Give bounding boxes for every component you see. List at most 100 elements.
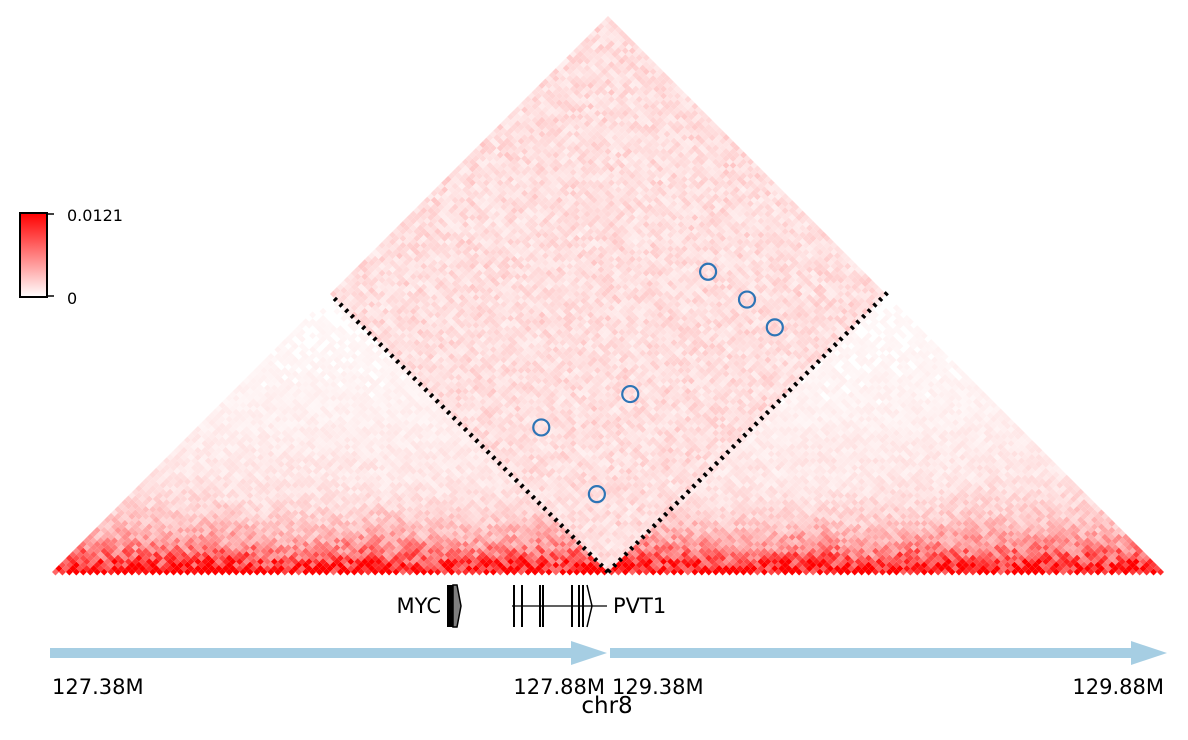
heatmap-cell: [482, 151, 490, 159]
heatmap-cell: [177, 450, 185, 458]
heatmap-cell: [263, 391, 271, 399]
heatmap-cell: [104, 523, 112, 531]
heatmap-cell: [465, 210, 473, 218]
heatmap-cell: [177, 464, 185, 472]
heatmap-cell: [475, 186, 483, 194]
heatmap-cell: [197, 422, 205, 430]
heatmap-cell: [138, 516, 146, 524]
heatmap-cell: [124, 502, 132, 510]
heatmap-cell: [434, 186, 442, 194]
heatmap-cell: [409, 224, 417, 232]
heatmap-cell: [451, 196, 459, 204]
heatmap-cell: [184, 464, 191, 472]
heatmap-cell: [197, 443, 205, 451]
heatmap-cell: [100, 519, 108, 527]
heatmap-cell: [413, 234, 421, 242]
heatmap-cell: [281, 360, 289, 367]
heatmap-cell: [257, 412, 264, 420]
heatmap-cell: [343, 332, 351, 340]
heatmap-cell: [194, 460, 202, 468]
heatmap-cell: [528, 141, 536, 149]
heatmap-cell: [594, 26, 602, 34]
heatmap-cell: [441, 193, 449, 201]
heatmap-cell: [191, 429, 198, 437]
heatmap-cell: [614, 47, 622, 55]
heatmap-cell: [243, 433, 251, 440]
heatmap-cell: [580, 54, 588, 62]
heatmap-cell: [423, 259, 431, 267]
heatmap-cell: [319, 321, 327, 329]
heatmap-cell: [270, 370, 278, 378]
heatmap-cell: [583, 99, 591, 107]
heatmap-cell: [392, 248, 400, 256]
heatmap-cell: [298, 335, 306, 343]
heatmap-cell: [316, 339, 324, 347]
heatmap-cell: [507, 113, 515, 121]
heatmap-cell: [284, 384, 292, 392]
heatmap-cell: [163, 478, 171, 486]
heatmap-cell: [250, 419, 258, 427]
heatmap-cell: [614, 54, 622, 62]
heatmap-cell: [479, 155, 487, 162]
heatmap-cell: [340, 280, 348, 288]
heatmap-cell: [260, 415, 268, 423]
heatmap-cell: [142, 478, 150, 486]
heatmap-cell: [566, 82, 574, 89]
heatmap-cell: [204, 450, 212, 458]
heatmap-cell: [83, 551, 91, 559]
heatmap-cell: [601, 26, 608, 34]
heatmap-cell: [555, 99, 563, 107]
heatmap-cell: [288, 373, 296, 381]
heatmap-cell: [111, 544, 119, 552]
heatmap-cell: [267, 366, 275, 374]
heatmap-cell: [208, 467, 216, 475]
heatmap-cell: [562, 113, 570, 121]
heatmap-cell: [503, 123, 511, 131]
heatmap-cell: [145, 530, 153, 538]
heatmap-cell: [302, 318, 310, 326]
heatmap-cell: [138, 488, 146, 496]
heatmap-cell: [562, 64, 570, 72]
heatmap-cell: [371, 248, 379, 256]
heatmap-cell: [587, 68, 595, 76]
heatmap-cell: [326, 342, 334, 350]
heatmap-cell: [434, 234, 442, 242]
heatmap-cell: [434, 193, 442, 201]
heatmap-cell: [441, 241, 449, 249]
heatmap-cell: [118, 544, 125, 552]
heatmap-cell: [138, 551, 146, 559]
heatmap-cell: [298, 342, 306, 350]
heatmap-cell: [496, 179, 504, 187]
heatmap-cell: [267, 415, 275, 423]
heatmap-cell: [357, 262, 365, 270]
heatmap-cell: [416, 224, 424, 232]
heatmap-cell: [97, 537, 105, 545]
heatmap-cell: [569, 64, 577, 72]
heatmap-cell: [250, 426, 258, 433]
heatmap-cell: [253, 366, 261, 374]
heatmap-cell: [253, 401, 261, 409]
heatmap-cell: [427, 200, 435, 208]
heatmap-cell: [392, 234, 400, 242]
heatmap-cell: [152, 495, 160, 503]
heatmap-cell: [184, 478, 191, 486]
heatmap-cell: [229, 398, 237, 406]
heatmap-cell: [232, 394, 240, 402]
heatmap-cell: [521, 99, 529, 107]
heatmap-cell: [204, 478, 212, 486]
heatmap-cell: [260, 422, 268, 430]
heatmap-cell: [347, 287, 355, 294]
heatmap-cell: [423, 210, 431, 218]
heatmap-cell: [180, 467, 188, 475]
heatmap-cell: [493, 182, 501, 190]
heatmap-cell: [590, 92, 598, 100]
heatmap-cell: [277, 349, 285, 357]
heatmap-cell: [521, 134, 529, 142]
heatmap-cell: [330, 346, 337, 354]
heatmap-cell: [545, 109, 553, 117]
heatmap-cell: [555, 85, 563, 93]
heatmap-cell: [180, 495, 188, 503]
heatmap-cell: [229, 446, 237, 454]
heatmap-cell: [392, 227, 400, 235]
heatmap-cell: [517, 116, 525, 124]
